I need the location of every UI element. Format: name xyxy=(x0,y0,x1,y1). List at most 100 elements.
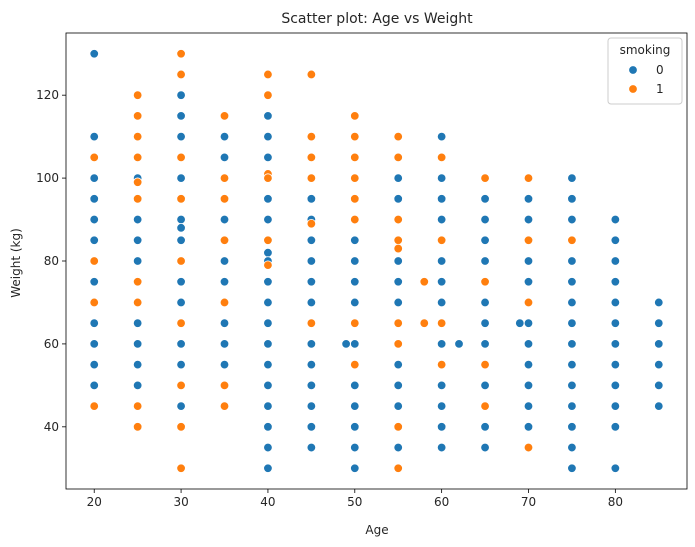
data-point xyxy=(480,297,490,308)
data-point xyxy=(436,256,447,266)
data-point xyxy=(219,131,230,142)
data-point xyxy=(263,69,273,80)
data-point xyxy=(306,256,317,266)
data-point xyxy=(523,214,534,225)
data-point xyxy=(89,152,99,163)
data-point xyxy=(523,401,534,411)
data-point xyxy=(480,214,490,225)
data-point xyxy=(89,49,99,59)
data-point xyxy=(567,442,577,453)
data-point xyxy=(480,235,490,245)
data-point xyxy=(89,194,99,204)
data-point xyxy=(523,173,534,183)
legend-marker xyxy=(628,84,638,94)
data-point xyxy=(350,422,360,432)
data-point xyxy=(480,401,490,411)
data-point xyxy=(306,277,317,287)
data-point xyxy=(436,318,447,328)
data-point xyxy=(176,152,186,163)
data-point xyxy=(393,463,403,473)
data-point xyxy=(393,243,403,254)
data-point xyxy=(523,359,534,370)
legend-entry-label: 0 xyxy=(656,63,664,77)
data-point xyxy=(263,248,273,258)
data-point xyxy=(89,401,99,411)
data-point xyxy=(523,380,534,391)
data-point xyxy=(567,173,577,183)
data-point xyxy=(436,339,447,349)
data-point xyxy=(263,260,273,270)
x-tick-label: 30 xyxy=(173,495,188,509)
data-point xyxy=(567,422,577,432)
chart-title: Scatter plot: Age vs Weight xyxy=(281,11,473,27)
data-point xyxy=(393,131,403,142)
data-point xyxy=(176,297,186,308)
data-point xyxy=(654,339,664,349)
data-point xyxy=(306,194,317,204)
data-point xyxy=(176,256,186,266)
legend-title: smoking xyxy=(620,43,671,57)
data-point xyxy=(176,463,186,473)
data-point xyxy=(132,339,143,349)
data-point xyxy=(610,380,621,391)
data-point xyxy=(89,235,99,245)
x-tick-label: 20 xyxy=(87,495,102,509)
data-point xyxy=(567,401,577,411)
data-point xyxy=(393,297,403,308)
data-point xyxy=(610,401,621,411)
data-point xyxy=(436,297,447,308)
data-point xyxy=(176,69,186,80)
data-point xyxy=(523,318,534,328)
data-point xyxy=(350,318,360,328)
data-point xyxy=(393,318,403,328)
data-point xyxy=(306,297,317,308)
data-point xyxy=(89,256,99,266)
data-point xyxy=(523,277,534,287)
data-point xyxy=(567,380,577,391)
data-point xyxy=(350,359,360,370)
data-point xyxy=(176,111,186,121)
data-point xyxy=(132,256,143,266)
data-point xyxy=(523,235,534,245)
data-point xyxy=(610,235,621,245)
data-point xyxy=(350,463,360,473)
data-point xyxy=(89,359,99,370)
data-point xyxy=(436,380,447,391)
data-point xyxy=(306,359,317,370)
data-point xyxy=(176,422,186,432)
data-point xyxy=(132,177,143,187)
data-point xyxy=(132,401,143,411)
data-point xyxy=(393,359,403,370)
data-point xyxy=(610,422,621,432)
data-point xyxy=(306,218,317,229)
data-point xyxy=(393,339,403,349)
data-point xyxy=(89,173,99,183)
series-0 xyxy=(89,49,664,473)
data-point xyxy=(176,380,186,391)
data-point xyxy=(654,380,664,391)
data-point xyxy=(176,277,186,287)
data-point xyxy=(350,256,360,266)
data-point xyxy=(567,277,577,287)
x-tick-label: 70 xyxy=(521,495,536,509)
data-point xyxy=(610,463,621,473)
data-point xyxy=(350,194,360,204)
data-point xyxy=(89,131,99,142)
data-point xyxy=(219,256,230,266)
data-point xyxy=(436,401,447,411)
data-point xyxy=(480,380,490,391)
data-point xyxy=(350,442,360,453)
data-point xyxy=(393,235,403,245)
data-point xyxy=(350,401,360,411)
data-point xyxy=(350,277,360,287)
data-point xyxy=(480,277,490,287)
data-point xyxy=(263,380,273,391)
data-point xyxy=(132,297,143,308)
data-point xyxy=(436,442,447,453)
data-point xyxy=(263,339,273,349)
plot-area: 20 30 40 50 60 70 80 40 60 80 100 120 xyxy=(36,32,688,509)
data-point xyxy=(567,194,577,204)
data-point xyxy=(306,152,317,163)
data-point xyxy=(306,339,317,349)
data-point xyxy=(393,422,403,432)
